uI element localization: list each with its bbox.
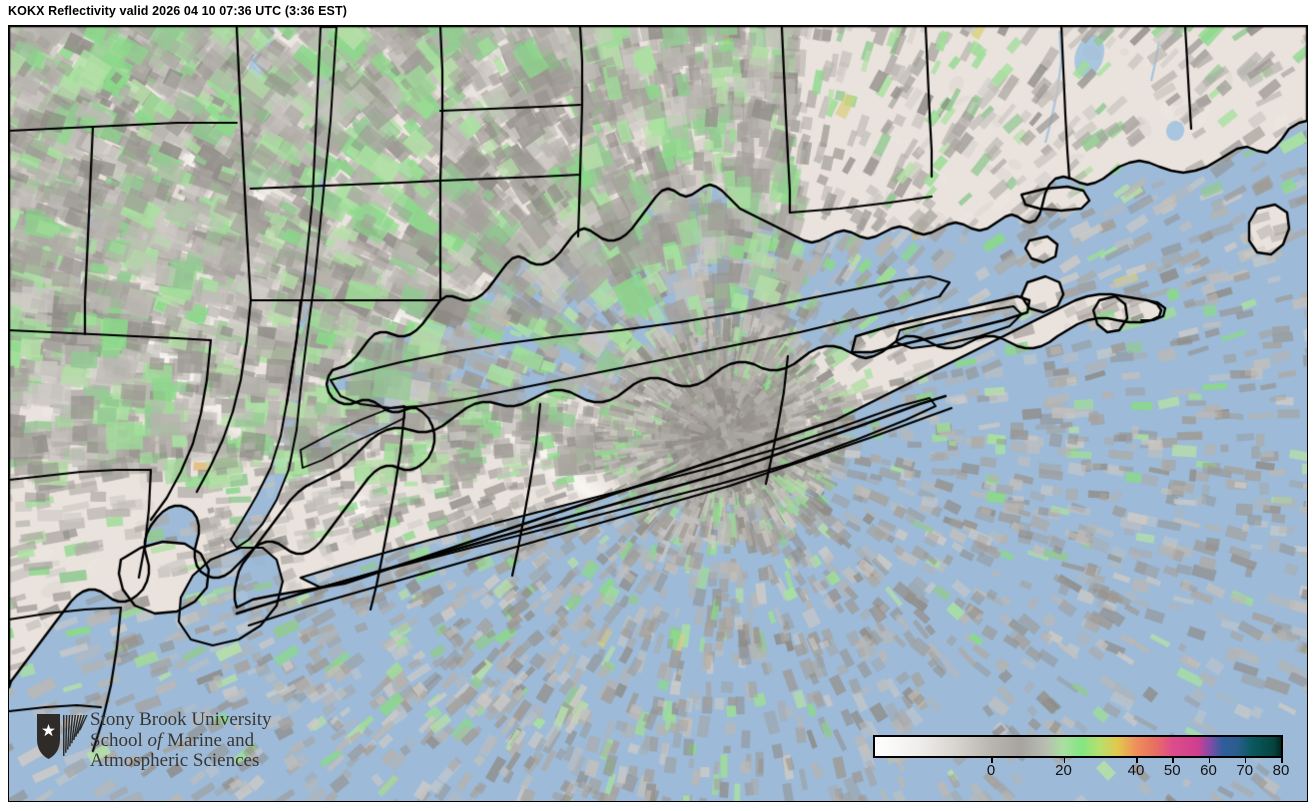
- colorbar-tick-label: 80: [1272, 762, 1290, 779]
- colorbar-tick: [1136, 758, 1138, 763]
- colorbar-tick-label: 70: [1236, 762, 1254, 779]
- colorbar-gradient-box: [873, 735, 1283, 758]
- logo-text: Stony Brook University School of Marine …: [90, 709, 330, 772]
- colorbar-tick-labels: 0 20 40 50 60 70 80: [873, 762, 1290, 782]
- colorbar-tick: [1172, 758, 1174, 763]
- colorbar-tick: [991, 758, 993, 763]
- colorbar-ticks: [873, 758, 1283, 764]
- colorbar-gradient: [875, 737, 1281, 756]
- stony-brook-logo: Stony Brook University School of Marine …: [34, 709, 314, 794]
- radar-map-canvas[interactable]: [9, 26, 1307, 801]
- colorbar-tick: [1281, 758, 1283, 763]
- shield-icon: [37, 714, 88, 759]
- colorbar-tick-label: 60: [1200, 762, 1217, 779]
- logo-line-3: Atmospheric Sciences: [90, 750, 260, 771]
- logo-line-2c: Marine and: [162, 729, 255, 751]
- colorbar-tick-label: 50: [1163, 762, 1181, 779]
- logo-line-1: Stony Brook University: [90, 709, 272, 730]
- colorbar-tick-label: 20: [1055, 762, 1072, 779]
- logo-line-2a: School: [90, 729, 148, 751]
- colorbar-tick-label: 0: [986, 762, 996, 779]
- colorbar-tick-label: 40: [1127, 762, 1145, 779]
- colorbar-tick: [1063, 758, 1065, 763]
- colorbar-tick: [1208, 758, 1210, 763]
- page-title: KOKX Reflectivity valid 2026 04 10 07:36…: [8, 4, 347, 18]
- logo-line-2b: of: [147, 729, 163, 751]
- colorbar-tick: [1244, 758, 1247, 763]
- colorbar: 0 20 40 50 60 70 80: [865, 727, 1290, 783]
- map-frame[interactable]: [8, 25, 1308, 802]
- logo-line-2: School of Marine and: [90, 729, 330, 752]
